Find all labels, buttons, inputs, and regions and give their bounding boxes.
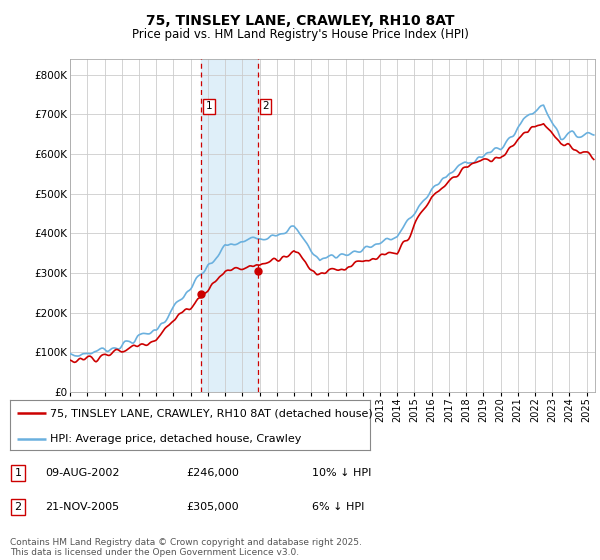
Text: 6% ↓ HPI: 6% ↓ HPI <box>312 502 364 512</box>
Text: £246,000: £246,000 <box>186 468 239 478</box>
Text: 21-NOV-2005: 21-NOV-2005 <box>45 502 119 512</box>
Text: 75, TINSLEY LANE, CRAWLEY, RH10 8AT: 75, TINSLEY LANE, CRAWLEY, RH10 8AT <box>146 14 454 28</box>
Text: 09-AUG-2002: 09-AUG-2002 <box>45 468 119 478</box>
Text: 2: 2 <box>14 502 22 512</box>
Text: Price paid vs. HM Land Registry's House Price Index (HPI): Price paid vs. HM Land Registry's House … <box>131 28 469 41</box>
Text: 1: 1 <box>14 468 22 478</box>
Text: 10% ↓ HPI: 10% ↓ HPI <box>312 468 371 478</box>
Text: 2: 2 <box>262 101 269 111</box>
Text: 1: 1 <box>205 101 212 111</box>
Bar <box>201 59 258 392</box>
Text: Contains HM Land Registry data © Crown copyright and database right 2025.
This d: Contains HM Land Registry data © Crown c… <box>10 538 362 557</box>
Text: HPI: Average price, detached house, Crawley: HPI: Average price, detached house, Craw… <box>50 434 301 444</box>
Text: £305,000: £305,000 <box>186 502 239 512</box>
Text: 75, TINSLEY LANE, CRAWLEY, RH10 8AT (detached house): 75, TINSLEY LANE, CRAWLEY, RH10 8AT (det… <box>50 408 373 418</box>
